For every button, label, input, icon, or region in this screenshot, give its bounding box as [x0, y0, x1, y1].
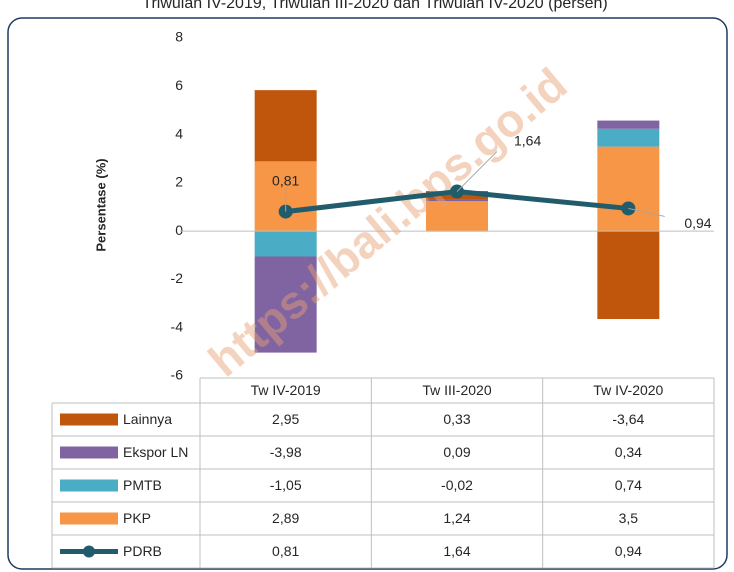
- leader-line: [456, 151, 498, 192]
- table-cell: 3,5: [619, 510, 639, 526]
- table-cell: 0,94: [615, 543, 642, 559]
- table-cell: 2,95: [272, 411, 299, 427]
- table-cell: 1,24: [443, 510, 470, 526]
- table-cell: 0,33: [443, 411, 470, 427]
- table-cell: 2,89: [272, 510, 299, 526]
- table-cell: 0,09: [443, 444, 470, 460]
- data-label: 1,64: [514, 132, 541, 148]
- legend-label: PMTB: [123, 477, 162, 493]
- table-cell: 0,81: [272, 543, 299, 559]
- table-cell: 0,34: [615, 444, 642, 460]
- table-cell: -3,98: [270, 444, 302, 460]
- chart-title: Triwulan IV-2019, Triwulan III-2020 dan …: [142, 0, 607, 12]
- bar-segment: [254, 90, 317, 162]
- y-tick-label: 0: [175, 222, 183, 238]
- table-cell: -3,64: [612, 411, 644, 427]
- legend-label: PKP: [123, 510, 151, 526]
- legend-label: PDRB: [123, 543, 162, 559]
- bar-segment: [597, 120, 660, 129]
- legend-key: [60, 479, 118, 492]
- data-label: 0,94: [684, 215, 711, 231]
- table-header: Tw IV-2020: [593, 382, 663, 398]
- data-label: 0,81: [272, 172, 299, 188]
- table-cell: 1,64: [443, 543, 470, 559]
- bar-segment: [597, 231, 660, 320]
- legend-key: [60, 512, 118, 525]
- bar-segment: [597, 128, 660, 147]
- table-cell: -0,02: [441, 477, 473, 493]
- y-tick-label: 8: [175, 29, 183, 45]
- y-tick-label: 4: [175, 125, 183, 141]
- table-cell: 0,74: [615, 477, 642, 493]
- y-tick-label: -2: [171, 270, 184, 286]
- table-header: Tw IV-2019: [251, 382, 321, 398]
- legend-key: [60, 446, 118, 459]
- legend-label: Ekspor LN: [123, 444, 188, 460]
- bar-segment: [426, 201, 488, 232]
- bar-segment: [597, 146, 660, 232]
- bar-segment: [254, 256, 317, 353]
- bar-segment: [426, 199, 488, 202]
- legend-key: [60, 413, 118, 426]
- y-tick-label: 6: [175, 77, 183, 93]
- y-tick-label: -6: [171, 367, 184, 383]
- y-axis-label: Persentase (%): [93, 158, 108, 251]
- legend-label: Lainnya: [123, 411, 172, 427]
- bar-segment: [254, 231, 317, 257]
- table-cell: -1,05: [270, 477, 302, 493]
- table-header: Tw III-2020: [422, 382, 491, 398]
- legend-key-marker: [83, 545, 95, 558]
- y-tick-label: -4: [171, 318, 184, 334]
- y-tick-label: 2: [175, 174, 183, 190]
- leader-line: [628, 207, 665, 217]
- frame: [7, 17, 728, 570]
